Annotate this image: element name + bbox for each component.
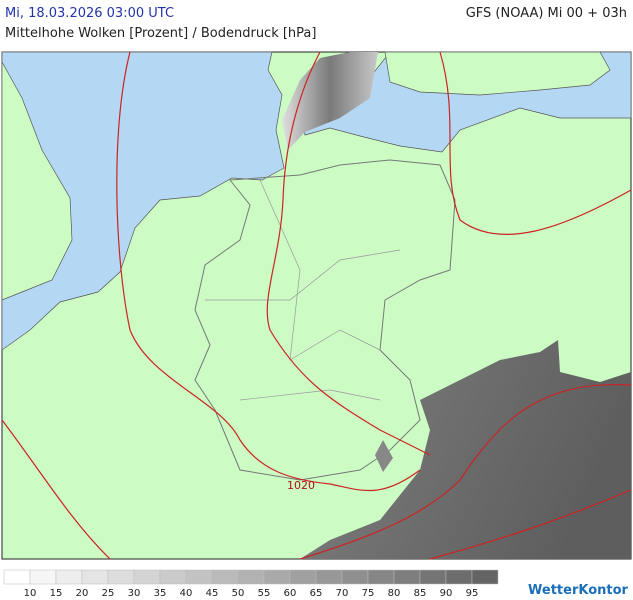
legend-box (393, 569, 421, 585)
legend-label: 40 (180, 588, 193, 599)
legend-label: 55 (258, 588, 271, 599)
legend-box (55, 569, 83, 585)
logo: WetterKontor (528, 583, 629, 598)
date: Mi, 18.03.2026 03:00 UTC (5, 6, 175, 21)
legend-box (133, 569, 161, 585)
legend-label: 70 (336, 588, 349, 599)
legend-label: 35 (154, 588, 167, 599)
legend-box (185, 569, 213, 585)
legend-label: 75 (362, 588, 375, 599)
model-run: GFS (NOAA) Mi 00 + 03h (465, 6, 627, 21)
legend: 10 15 20 25 30 35 40 45 50 55 60 65 70 75 80 85 90 95 (3, 569, 499, 599)
legend-box (211, 569, 239, 585)
legend-box (159, 569, 187, 585)
legend-box (29, 569, 57, 585)
legend-box (445, 569, 473, 585)
legend-box (367, 569, 395, 585)
legend-label: 20 (76, 588, 89, 599)
legend-label: 90 (440, 588, 453, 599)
legend-box (341, 569, 369, 585)
legend-box (419, 569, 447, 585)
legend-label: 65 (310, 588, 323, 599)
legend-label: 85 (414, 588, 427, 599)
legend-label: 60 (284, 588, 297, 599)
legend-box (81, 569, 109, 585)
legend-box (315, 569, 343, 585)
legend-box (3, 569, 31, 585)
basemap: 1020 (1, 51, 632, 560)
legend-label: 25 (102, 588, 115, 599)
legend-label: 80 (388, 588, 401, 599)
legend-label: 45 (206, 588, 219, 599)
legend-box (237, 569, 265, 585)
legend-box (263, 569, 291, 585)
legend-box (289, 569, 317, 585)
map-title: Mittelhohe Wolken [Prozent] / Bodendruck… (5, 26, 317, 41)
legend-label: 30 (128, 588, 141, 599)
legend-label: 10 (24, 588, 37, 599)
legend-box (471, 569, 499, 585)
legend-label: 50 (232, 588, 245, 599)
legend-box (107, 569, 135, 585)
legend-label: 95 (466, 588, 479, 599)
isobar-label: 1020 (287, 479, 315, 492)
legend-label: 15 (50, 588, 63, 599)
